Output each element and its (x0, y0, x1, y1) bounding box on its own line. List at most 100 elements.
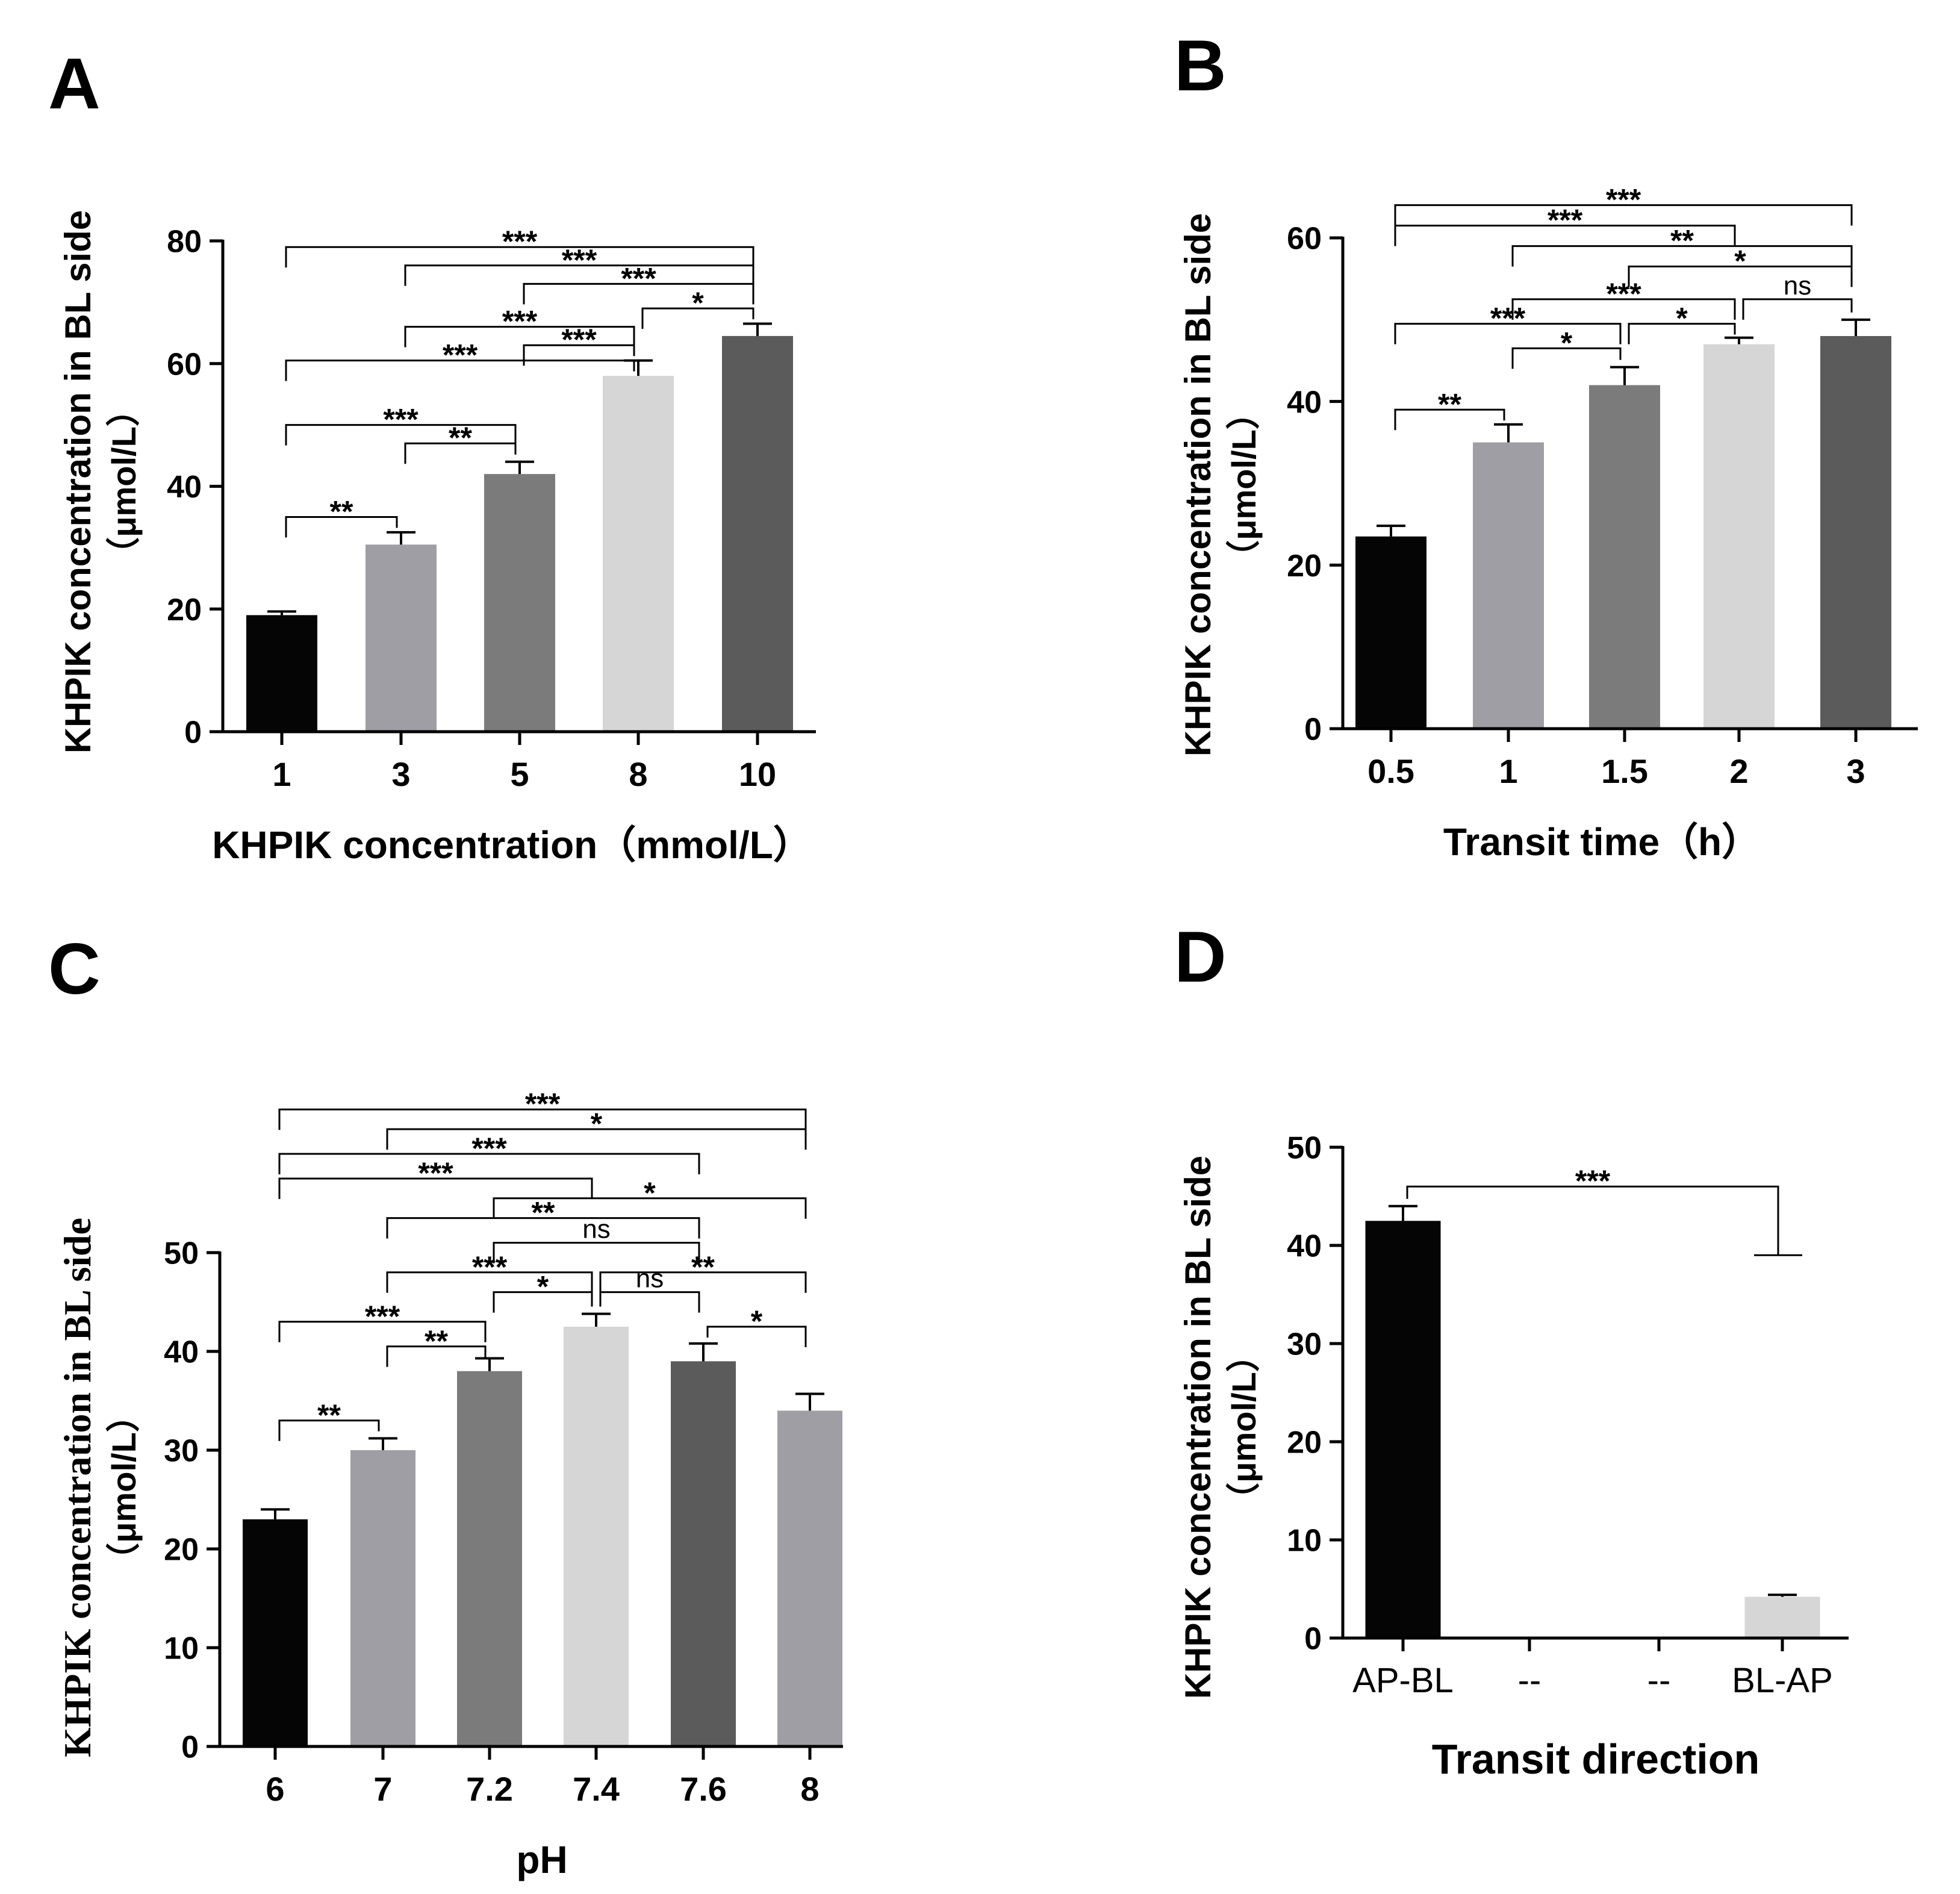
y-tick-label: 20 (167, 593, 202, 628)
y-axis-label: KHPIK concentration in BL side (58, 210, 98, 753)
significance-label: * (644, 1176, 656, 1210)
significance-label: *** (418, 1156, 453, 1190)
significance-bracket (285, 516, 398, 538)
x-tick-label: 10 (739, 755, 776, 793)
significance-bracket (523, 344, 635, 366)
significance-label: ns (636, 1264, 664, 1294)
y-tick-label: 30 (1287, 1327, 1322, 1362)
significance-bracket (278, 1153, 700, 1174)
x-axis-label: pH (516, 1838, 567, 1881)
significance-label: *** (1575, 1164, 1611, 1198)
significance-bracket (285, 246, 754, 268)
y-axis-label: KHPIK concentration in BL side (1178, 1156, 1218, 1699)
significance-bracket (493, 1291, 593, 1313)
tick-labels-layer: 0 10 20 30 40 50 AP-BL -- -- BL-AP (1287, 1131, 1833, 1700)
significance-bracket (278, 1177, 593, 1199)
significance-label: *** (1606, 277, 1641, 311)
x-tick-label: 1 (272, 755, 291, 793)
bar (564, 1327, 629, 1746)
significance-bracket (285, 424, 517, 446)
significance-bracket (1394, 323, 1622, 344)
bar (1744, 1597, 1820, 1638)
bar (366, 544, 437, 732)
y-tick-label: 40 (1287, 385, 1322, 420)
significance-layer: ************************** (285, 225, 754, 538)
tick-labels-layer: 0 20 40 60 0.5 1 1.5 2 3 (1287, 222, 1865, 790)
significance-label: *** (621, 261, 656, 295)
significance-bracket (641, 307, 754, 329)
y-tick-label: 20 (1287, 549, 1322, 584)
x-tick-label: BL-AP (1732, 1661, 1833, 1700)
significance-bracket (1394, 204, 1853, 226)
significance-label: ** (425, 1324, 448, 1358)
x-tick-label: 6 (266, 1770, 284, 1808)
bar (1473, 442, 1544, 729)
panel-label: B (1174, 25, 1227, 106)
significance-layer: ************ ns*** **** (1394, 183, 1853, 431)
x-tick-label: 8 (800, 1770, 819, 1808)
significance-bracket (278, 1321, 487, 1342)
significance-label: ** (1438, 387, 1461, 421)
significance-bracket (493, 1197, 807, 1219)
x-tick-label: 3 (1846, 752, 1865, 790)
bar (1820, 336, 1891, 729)
significance-bracket (493, 1242, 700, 1263)
significance-bracket (386, 1128, 807, 1150)
significance-label: *** (562, 243, 597, 277)
bar (1355, 536, 1426, 729)
y-tick-label: 0 (184, 715, 202, 750)
y-tick-label: 0 (181, 1730, 199, 1765)
bar (246, 615, 317, 732)
x-tick-label: 8 (629, 755, 647, 793)
significance-label: *** (365, 1300, 400, 1333)
significance-label: * (537, 1270, 549, 1304)
y-tick-label: 20 (164, 1533, 199, 1568)
y-axis-unit: （μmol/L） (105, 393, 143, 571)
y-axis-unit: （μmol/L） (1225, 396, 1263, 574)
x-axis-label: Transit time（h） (1443, 820, 1760, 864)
x-tick-label: AP-BL (1352, 1661, 1454, 1700)
tick-labels-layer: 0 10 20 30 40 50 6 7 7.2 7.4 7.6 8 (164, 1236, 819, 1808)
bar (603, 376, 674, 732)
bar (1703, 344, 1775, 729)
bar (484, 474, 555, 732)
bars-layer (1365, 1204, 1820, 1638)
significance-label: ns (582, 1215, 610, 1244)
y-axis-label: KHPIK concentration in BL side (56, 1218, 99, 1757)
y-tick-label: 50 (1287, 1131, 1322, 1166)
x-tick-label: 3 (391, 755, 410, 793)
significance-label: ns (1784, 271, 1811, 301)
x-tick-label: 7.2 (466, 1770, 513, 1808)
significance-label: ** (317, 1398, 341, 1432)
significance-label: ** (449, 421, 472, 455)
y-tick-label: 10 (1287, 1524, 1322, 1559)
significance-bracket (523, 282, 754, 305)
axes-layer (210, 239, 816, 745)
x-tick-label: 1 (1499, 752, 1517, 790)
y-tick-label: 40 (1287, 1229, 1322, 1264)
significance-bracket (278, 1419, 380, 1441)
panel-label: A (48, 43, 101, 124)
panel-label: C (48, 929, 101, 1009)
axes-layer (207, 1251, 843, 1760)
significance-bracket (1394, 408, 1505, 431)
x-tick-label: 2 (1729, 752, 1748, 790)
significance-bracket (706, 1325, 807, 1347)
x-tick-label: 5 (510, 755, 529, 793)
significance-bracket (404, 264, 754, 286)
y-axis-unit: （μmol/L） (1225, 1338, 1263, 1516)
significance-bracket (1394, 225, 1736, 246)
y-axis-label: KHPIK concentration in BL side (1178, 213, 1218, 756)
bar (457, 1371, 522, 1746)
significance-label: * (1676, 302, 1688, 335)
significance-label: *** (502, 225, 538, 258)
panel-c: C ************* ns*** *** ns******** 010203… (48, 929, 843, 1881)
x-tick-label: 0.5 (1367, 752, 1414, 790)
y-tick-label: 30 (164, 1434, 199, 1469)
significance-label: *** (1548, 204, 1583, 237)
significance-bracket (278, 1108, 807, 1130)
significance-bracket (386, 1271, 593, 1293)
bar (722, 335, 793, 732)
